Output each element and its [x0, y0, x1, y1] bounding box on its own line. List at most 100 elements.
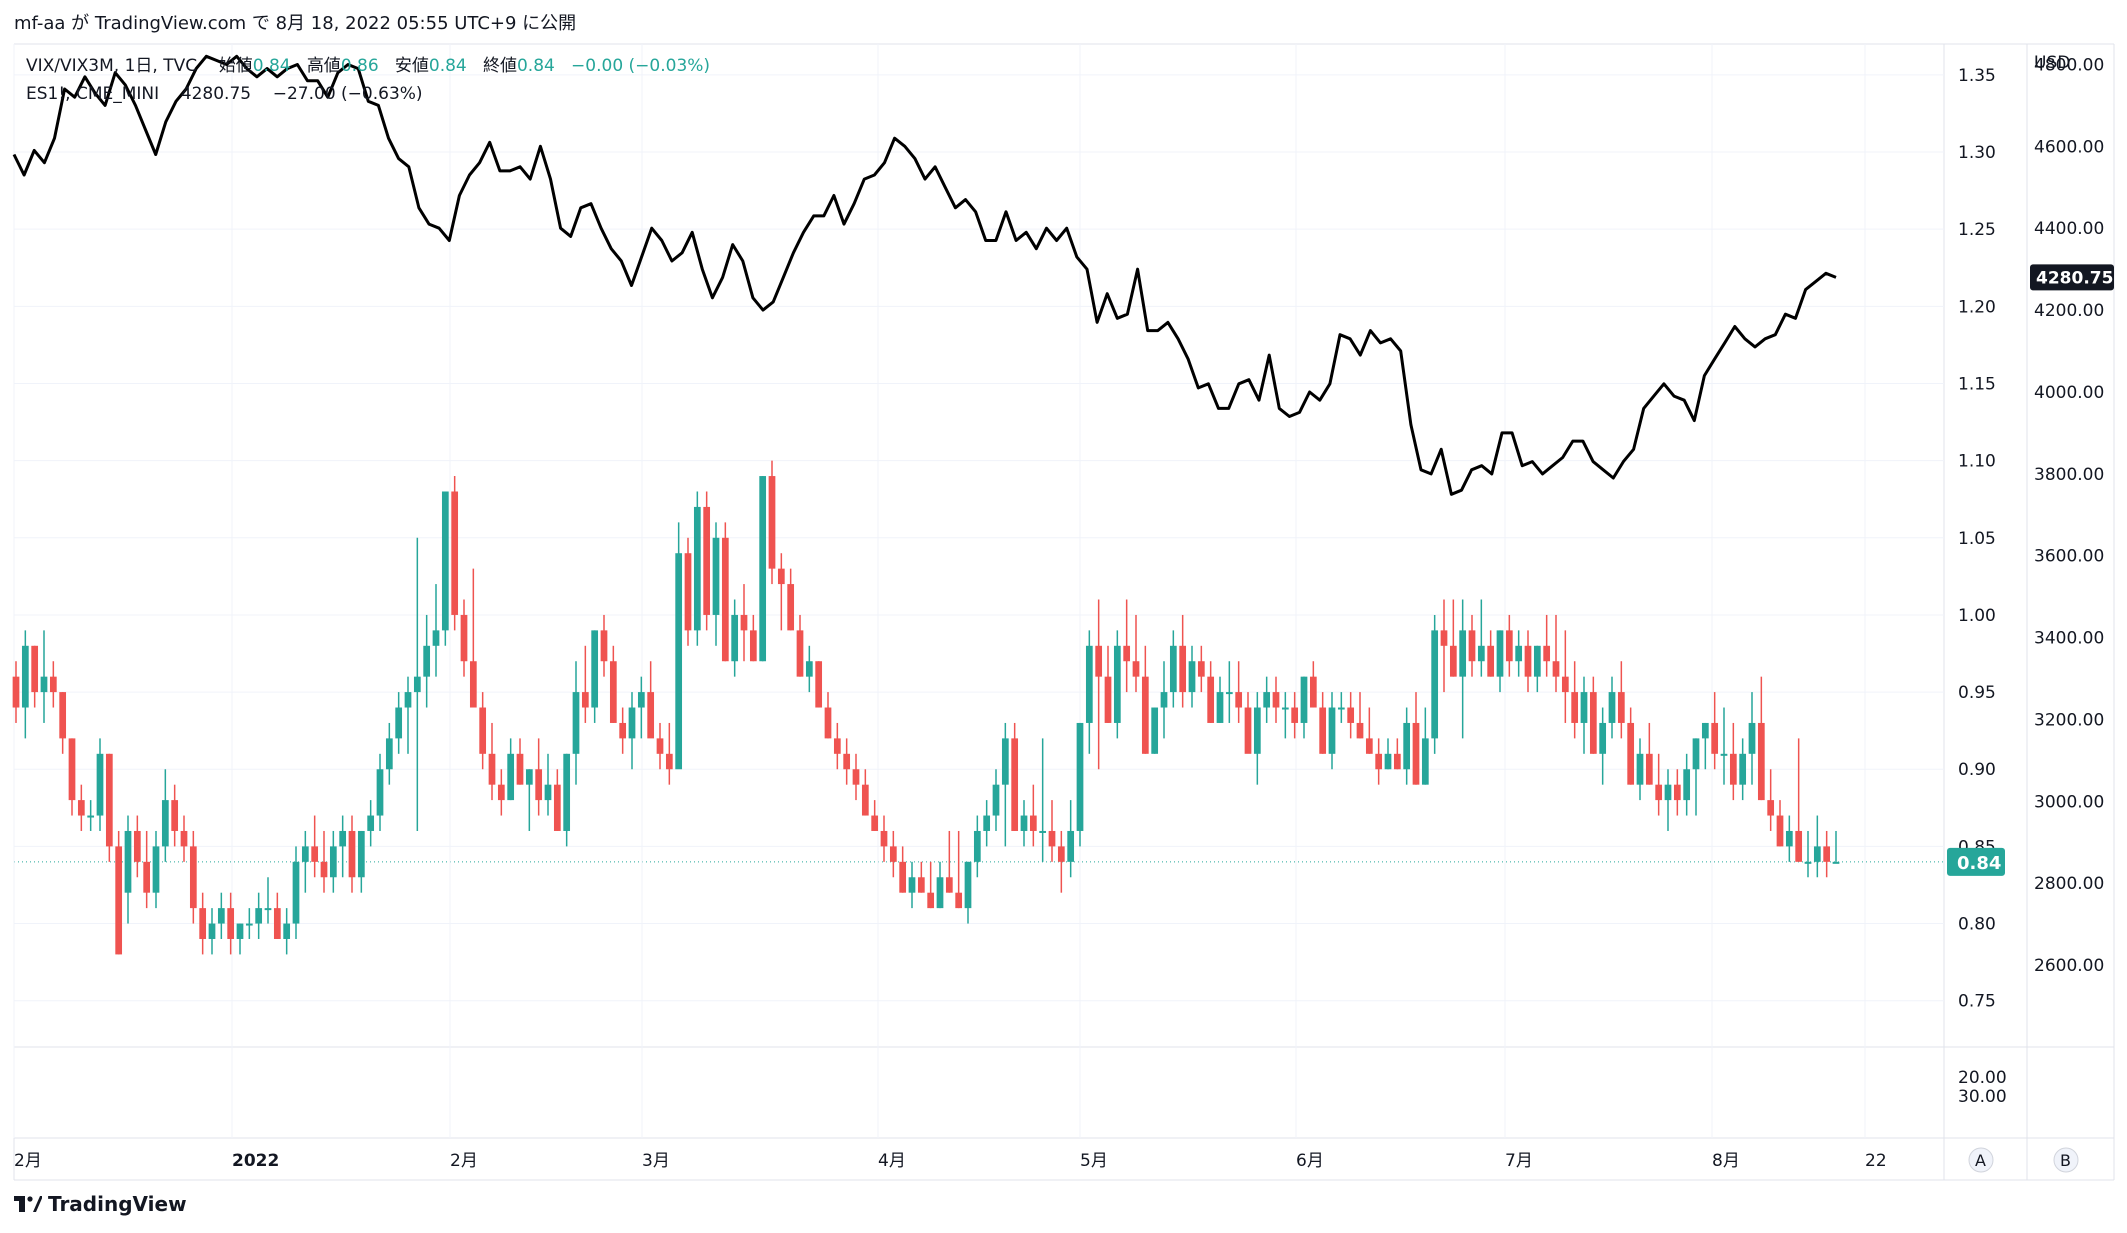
candle	[423, 614, 431, 708]
candle	[21, 630, 29, 739]
scale-mode-button[interactable]: B	[2053, 1147, 2079, 1173]
candle	[1141, 645, 1149, 754]
candle	[1085, 630, 1093, 754]
candle-body	[1580, 692, 1588, 723]
candle	[1076, 722, 1084, 847]
legend-high-value: 0.86	[340, 56, 379, 76]
candle	[208, 908, 216, 955]
candle-body	[339, 830, 347, 847]
candle-body	[1832, 861, 1840, 864]
candle	[665, 722, 673, 785]
candle-body	[395, 707, 403, 739]
candle	[348, 815, 356, 893]
candle	[609, 645, 617, 723]
candle-body	[1533, 645, 1541, 677]
candle-body	[1057, 846, 1065, 862]
candle	[535, 738, 543, 816]
candle-body	[581, 692, 589, 708]
candle-body	[1179, 645, 1187, 693]
last-price-badges: 4280.75 0.84	[1947, 264, 2114, 876]
candle	[1403, 707, 1411, 785]
candle-body	[12, 676, 20, 708]
candle-body	[105, 753, 113, 847]
candle	[339, 815, 347, 878]
candle-body	[1356, 722, 1364, 739]
scale-mode-button[interactable]: A	[1968, 1147, 1994, 1173]
candle	[1496, 630, 1504, 693]
grid	[13, 43, 2115, 1181]
candle	[656, 722, 664, 770]
candle-body	[245, 923, 253, 926]
candle-body	[871, 815, 879, 831]
candle	[852, 753, 860, 801]
candle	[1571, 661, 1579, 739]
candle-body	[1403, 722, 1411, 770]
candle-body	[1617, 692, 1625, 723]
candle	[1095, 599, 1103, 770]
candle	[1477, 599, 1485, 677]
candle	[1319, 692, 1327, 754]
candle-body	[161, 800, 169, 847]
candle	[684, 537, 692, 646]
scale-mode-button-label: B	[2060, 1151, 2071, 1170]
candle	[1459, 599, 1467, 739]
candle-body	[1207, 676, 1215, 723]
candle	[1272, 676, 1280, 723]
candle	[1169, 630, 1177, 708]
candle-body	[805, 661, 813, 677]
candle	[628, 692, 636, 770]
candle-body	[712, 537, 720, 615]
time-axis-label: 2月	[14, 1151, 42, 1171]
candle	[133, 815, 141, 878]
candle-body	[1673, 784, 1681, 801]
candle-body	[628, 707, 636, 739]
candle	[1179, 614, 1187, 708]
candle-body	[1729, 753, 1737, 785]
candle-body	[488, 753, 496, 785]
candle	[1216, 676, 1224, 723]
candle-body	[749, 630, 757, 662]
candle	[637, 676, 645, 739]
candle-body	[96, 753, 104, 816]
tradingview-footer[interactable]: TradingView	[14, 1192, 187, 1216]
candle	[1421, 707, 1429, 785]
candle-body	[600, 630, 608, 662]
es-line-path	[12, 54, 1837, 496]
candle-body	[1039, 830, 1047, 833]
candle-body	[1263, 692, 1271, 708]
candle-body	[320, 861, 328, 878]
candle-body	[133, 830, 141, 862]
left-axis-tick: 1.35	[1958, 66, 1996, 86]
candle	[1011, 722, 1019, 831]
candle	[376, 753, 384, 831]
candle-body	[367, 815, 375, 831]
candle	[749, 614, 757, 662]
candle-body	[535, 769, 543, 801]
scale-mode-button-bg	[1968, 1147, 1994, 1173]
candle-body	[1085, 645, 1093, 723]
candle	[1608, 676, 1616, 739]
candle	[1776, 800, 1784, 847]
candle-body	[1216, 692, 1224, 723]
legend-row-es[interactable]: ES1!, CME_MINI 4280.75 −27.00 (−0.63%)	[26, 80, 710, 108]
candle-body	[376, 769, 384, 816]
scale-mode-button-bg	[2053, 1147, 2079, 1173]
candle	[1767, 769, 1775, 831]
candle-body	[1608, 692, 1616, 723]
candle	[264, 877, 272, 924]
candle	[1580, 676, 1588, 754]
candle-body	[1132, 661, 1140, 677]
candle	[1543, 614, 1551, 677]
candle	[292, 846, 300, 939]
candle-body	[861, 784, 869, 816]
candle-body	[833, 738, 841, 754]
sub-pane-tick: 30.00	[1958, 1087, 2007, 1107]
right-axis-tick: 4400.00	[2034, 219, 2104, 239]
legend-row-vix[interactable]: VIX/VIX3M, 1日, TVC 始値0.84 高値0.86 安値0.84 …	[26, 52, 710, 80]
series-legend: VIX/VIX3M, 1日, TVC 始値0.84 高値0.86 安値0.84 …	[26, 52, 710, 108]
candle	[1599, 707, 1607, 785]
candle	[329, 830, 337, 893]
candle	[516, 738, 524, 785]
candle-body	[1468, 630, 1476, 662]
